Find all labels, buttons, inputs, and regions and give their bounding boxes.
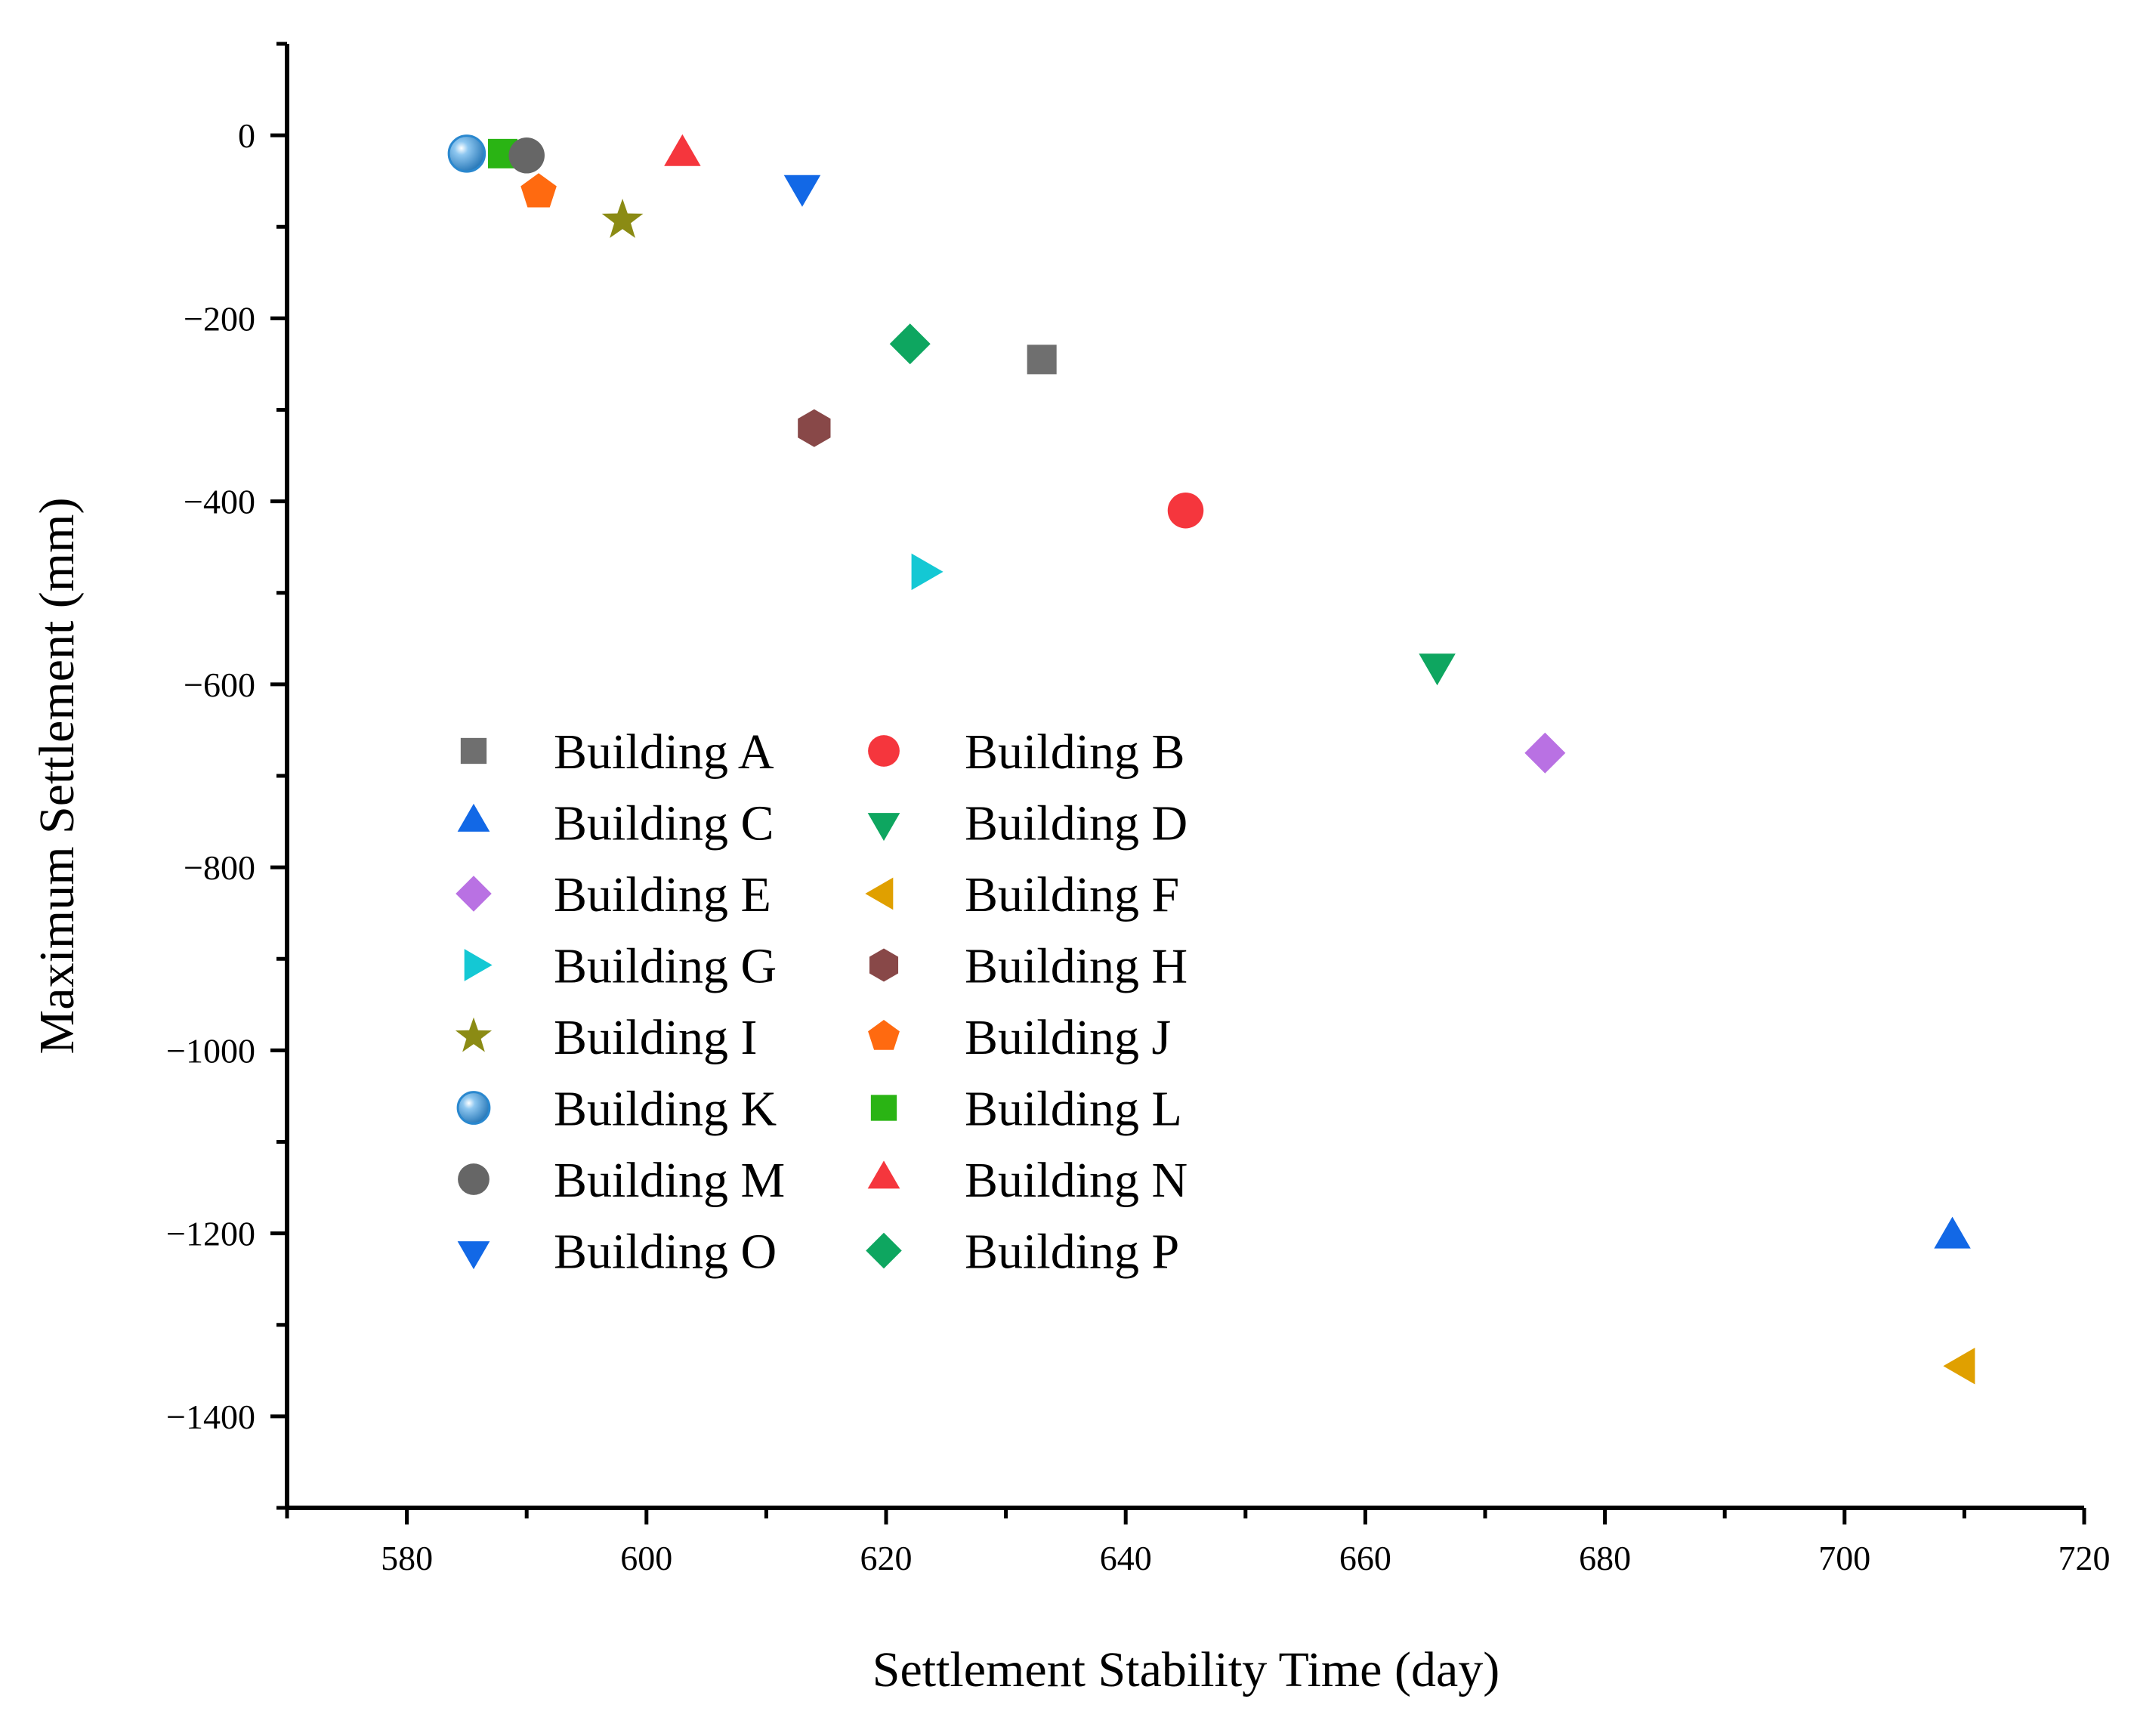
y-tick-label: −1400 [166, 1398, 255, 1436]
legend-item-building-i: Building I [455, 1010, 758, 1065]
legend-item-building-a: Building A [460, 724, 774, 780]
point-building-h [798, 409, 831, 447]
legend-label: Building H [965, 939, 1187, 994]
axes: 580 600 620 640 660 680 700 720 0 −200 −400 −600 −80… [166, 42, 2111, 1577]
legend-item-building-n: Building N [867, 1153, 1187, 1208]
legend-marker [460, 737, 487, 765]
legend-item-building-k: Building K [456, 1082, 777, 1137]
point-building-p [889, 323, 931, 365]
legend-label: Building L [965, 1082, 1182, 1137]
legend-item-building-b: Building B [868, 724, 1185, 780]
legend-marker [458, 1163, 490, 1195]
legend-marker [867, 813, 900, 842]
legend-label: Building B [965, 724, 1185, 780]
x-tick-label: 580 [381, 1539, 433, 1577]
legend-marker [457, 803, 490, 832]
legend-marker [868, 1020, 900, 1050]
legend-item-building-f: Building F [865, 867, 1179, 922]
y-tick-label: 0 [238, 116, 255, 155]
legend-marker [456, 876, 492, 912]
point-building-f [1943, 1348, 1975, 1385]
legend-marker [870, 1095, 897, 1121]
x-tick-label: 720 [2058, 1539, 2111, 1577]
x-tick-label: 600 [620, 1539, 672, 1577]
legend-item-building-m: Building M [458, 1153, 785, 1208]
y-tick-label: −800 [184, 848, 255, 887]
point-building-m [508, 137, 545, 174]
legend-label: Building N [965, 1153, 1187, 1208]
y-tick-label: −1200 [166, 1215, 255, 1253]
legend-label: Building E [554, 867, 771, 922]
data-points [447, 134, 1975, 1385]
legend-label: Building J [965, 1010, 1171, 1065]
legend-item-building-g: Building G [464, 939, 777, 994]
legend-marker [867, 1160, 900, 1189]
point-building-d [1419, 653, 1456, 686]
point-building-c [1934, 1216, 1971, 1249]
point-building-k [447, 134, 486, 173]
x-tick-label: 640 [1100, 1539, 1152, 1577]
y-axis-title: Maximum Settlement (mm) [29, 498, 85, 1055]
point-building-b [1167, 492, 1204, 529]
point-building-n [664, 134, 701, 166]
point-building-i [601, 199, 644, 239]
x-axis-title: Settlement Stability Time (day) [872, 1642, 1499, 1697]
x-tick-label: 660 [1339, 1539, 1391, 1577]
point-building-a [1027, 344, 1057, 375]
point-building-o [783, 175, 821, 207]
point-building-e [1524, 732, 1566, 774]
legend-item-building-e: Building E [456, 867, 771, 922]
legend-item-building-l: Building L [870, 1082, 1182, 1137]
legend-label: Building M [554, 1153, 785, 1208]
legend-label: Building D [965, 796, 1187, 851]
legend-label: Building A [554, 724, 774, 780]
legend-item-building-o: Building O [457, 1225, 777, 1280]
y-tick-label: −1000 [166, 1031, 255, 1070]
legend-item-building-p: Building P [866, 1225, 1179, 1280]
legend-label: Building C [554, 796, 774, 851]
legend-label: Building O [554, 1225, 777, 1280]
point-building-g [911, 553, 944, 591]
legend-item-building-j: Building J [868, 1010, 1171, 1065]
y-tick-label: −600 [184, 666, 255, 704]
legend-label: Building I [554, 1010, 758, 1065]
legend-marker [455, 1017, 493, 1052]
legend-marker [464, 949, 493, 981]
x-tick-label: 620 [860, 1539, 913, 1577]
legend-marker [456, 1091, 491, 1125]
legend-label: Building F [965, 867, 1179, 922]
legend-marker [868, 735, 900, 767]
point-building-j [520, 173, 557, 208]
legend-item-building-c: Building C [457, 796, 774, 851]
legend-marker [866, 1232, 902, 1269]
legend-label: Building P [965, 1225, 1179, 1280]
legend-marker [869, 948, 899, 982]
legend-marker [457, 1241, 490, 1270]
legend-label: Building G [554, 939, 777, 994]
legend-item-building-d: Building D [867, 796, 1187, 851]
legend-item-building-h: Building H [869, 939, 1187, 994]
legend-marker [865, 877, 894, 910]
x-tick-label: 700 [1818, 1539, 1870, 1577]
y-tick-label: −200 [184, 299, 255, 338]
x-tick-label: 680 [1579, 1539, 1631, 1577]
y-tick-label: −400 [184, 483, 255, 521]
legend-label: Building K [554, 1082, 777, 1137]
legend: Building A Building B Building C Building D… [455, 724, 1187, 1280]
